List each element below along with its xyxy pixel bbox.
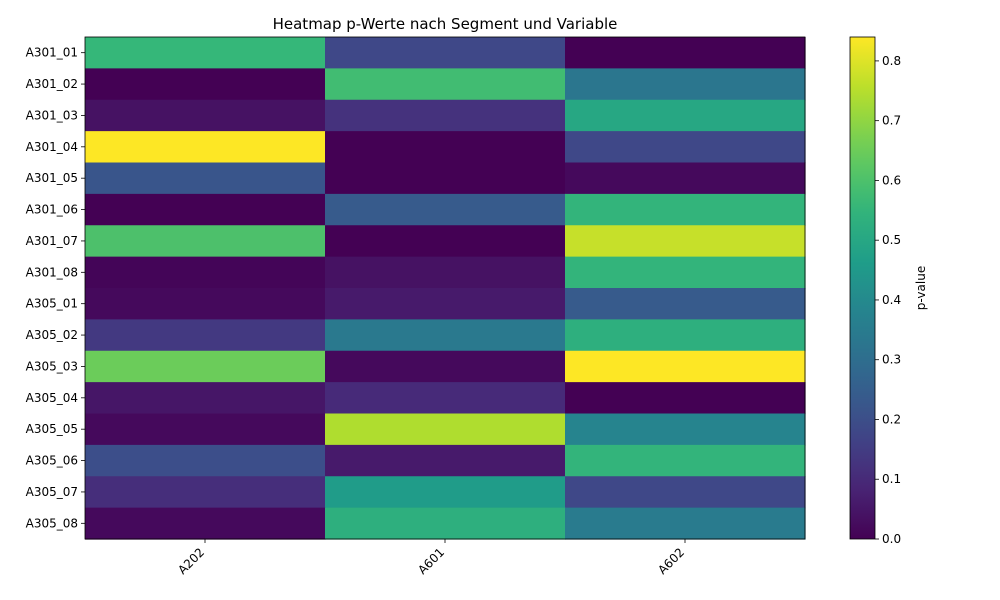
heatmap-cell [325,225,566,258]
heatmap-cell [325,382,566,415]
colorbar-tick-label: 0.1 [882,472,901,486]
heatmap-cell [85,131,326,164]
heatmap-cell [565,162,806,195]
heatmap-cell [325,319,566,352]
y-tick-label: A301_07 [26,234,78,248]
heatmap-cell [325,444,566,477]
heatmap-cell [85,507,326,540]
heatmap-cell [85,162,326,195]
heatmap-cell [325,131,566,164]
y-tick-label: A305_04 [26,391,78,405]
colorbar-tick-label: 0.2 [882,412,901,426]
y-tick-label: A305_07 [26,485,78,499]
y-tick-label: A305_02 [26,328,78,342]
y-tick-label: A305_06 [26,454,78,468]
heatmap-cell [85,37,326,69]
heatmap-cell [565,68,806,101]
chart-title: Heatmap p-Werte nach Segment und Variabl… [273,15,618,33]
heatmap-cell [325,413,566,446]
heatmap-cell [85,68,326,101]
colorbar [849,36,876,540]
y-tick-label: A301_06 [26,203,78,217]
y-tick-label: A301_03 [26,108,78,122]
heatmap-cell [85,319,326,352]
colorbar-tick-label: 0.6 [882,173,901,187]
heatmap-cell [85,382,326,415]
heatmap-cell [85,99,326,132]
colorbar-tick-label: 0.4 [882,293,901,307]
x-tick-label: A602 [655,545,687,577]
heatmap-cell [325,193,566,226]
x-tick-label: A202 [175,545,207,577]
y-axis: A301_01 A301_02 A301_03 A301_04 A301_05 A301_… [26,46,85,530]
colorbar-tick-label: 0.5 [882,233,901,247]
heatmap-cell [325,288,566,320]
heatmap-cell [85,288,326,320]
heatmap-cell [325,162,566,195]
heatmap-cell [325,99,566,132]
y-tick-label: A301_01 [26,46,78,60]
y-tick-label: A305_05 [26,422,78,436]
heatmap-cell [565,444,806,477]
heatmap-cell [565,476,806,509]
heatmap-cell [85,444,326,477]
heatmap-cell [325,68,566,101]
heatmap-cell [565,350,806,383]
y-tick-label: A301_08 [26,265,78,279]
x-axis: A202 A601 A602 [175,539,687,577]
heatmap-cell [565,193,806,226]
heatmap-cell [85,225,326,258]
heatmap-cell [565,99,806,132]
heatmap-cell [85,413,326,446]
colorbar-tick-label: 0.3 [882,353,901,367]
heatmap-cells [85,37,806,540]
y-tick-label: A301_04 [26,140,78,154]
colorbar-tick-label: 0.7 [882,114,901,128]
y-tick-label: A305_08 [26,516,78,530]
heatmap-cell [565,507,806,540]
heatmap-cell [85,350,326,383]
colorbar-label: p-value [914,266,928,310]
heatmap-cell [565,288,806,320]
heatmap-cell [565,37,806,69]
x-tick-label: A601 [415,545,447,577]
colorbar-tick-label: 0.0 [882,532,901,546]
heatmap-cell [565,131,806,164]
heatmap-cell [325,256,566,289]
heatmap-cell [85,193,326,226]
heatmap-cell [325,507,566,540]
y-tick-label: A301_02 [26,77,78,91]
heatmap-cell [85,256,326,289]
heatmap-cell [565,319,806,352]
colorbar-axis: 0.0 0.1 0.2 0.3 0.4 0.5 0.6 0.7 0.8 [875,54,901,546]
heatmap-cell [85,476,326,509]
heatmap-cell [565,225,806,258]
heatmap-cell [325,37,566,69]
y-tick-label: A305_01 [26,297,78,311]
heatmap-cell [325,476,566,509]
heatmap-cell [565,382,806,415]
heatmap-cell [565,256,806,289]
y-tick-label: A305_03 [26,359,78,373]
y-tick-label: A301_05 [26,171,78,185]
heatmap-cell [325,350,566,383]
colorbar-tick-label: 0.8 [882,54,901,68]
heatmap-cell [565,413,806,446]
